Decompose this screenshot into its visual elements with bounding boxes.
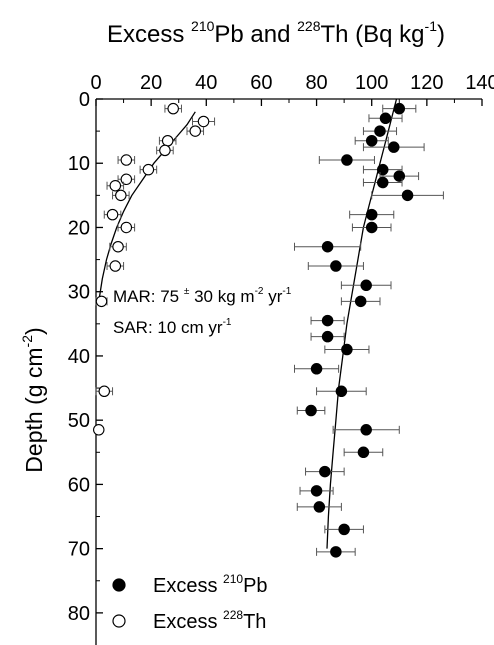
x-tick-label: 100	[355, 72, 388, 94]
data-point-pb210	[388, 141, 400, 153]
y-axis-title-part: Depth (g cm	[21, 347, 47, 472]
fit-curve-series-0	[326, 98, 398, 549]
legend-label: Excess 210Pb	[153, 572, 268, 597]
data-point-th228	[159, 144, 171, 157]
data-point-th228	[189, 125, 202, 137]
data-point-pb210	[374, 125, 386, 137]
y-tick-label: 40	[68, 346, 90, 368]
sar-annotation-part: -1	[223, 317, 232, 328]
legend-label-part: Excess	[153, 611, 223, 633]
y-tick-label: 0	[79, 89, 90, 111]
x-tick-label: 80	[305, 72, 327, 94]
x-axis-title-part: Th (Bq kg	[320, 21, 424, 48]
y-tick-label: 60	[68, 474, 90, 496]
data-point-pb210	[338, 523, 350, 536]
x-axis-title: Excess 210Pb and 228Th (Bq kg-1)	[107, 18, 445, 48]
y-tick-label: 20	[68, 217, 90, 239]
legend-marker-th228	[112, 614, 126, 628]
sar-annotation-part: SAR: 10 cm yr	[113, 318, 223, 337]
data-point-pb210	[313, 501, 326, 513]
data-point-th228	[120, 221, 133, 234]
y-tick-label: 80	[68, 603, 90, 625]
data-point-th228	[167, 102, 179, 115]
data-point-pb210	[330, 260, 342, 272]
data-point-pb210	[341, 154, 353, 166]
data-point-th228	[120, 173, 133, 186]
y-tick-label: 70	[68, 539, 90, 561]
data-point-th228	[197, 115, 210, 128]
sar-annotation: SAR: 10 cm yr-1	[113, 317, 232, 337]
y-axis-title: Depth (g cm-2)	[19, 327, 47, 472]
legend-label-part: Pb	[243, 575, 267, 597]
x-tick-label: 0	[90, 72, 101, 94]
x-tick-label: 140	[465, 72, 494, 94]
data-point-pb210	[341, 343, 353, 356]
data-point-pb210	[321, 314, 334, 327]
data-point-pb210	[321, 330, 334, 343]
data-point-pb210	[330, 546, 342, 558]
data-point-pb210	[310, 363, 323, 375]
data-point-pb210	[365, 208, 378, 221]
data-point-th228	[93, 424, 105, 436]
data-point-pb210	[354, 295, 367, 308]
y-axis-title-part: )	[21, 327, 47, 335]
y-tick-label: 50	[68, 410, 90, 432]
legend-label-part: 210	[223, 572, 243, 586]
data-point-th228	[161, 135, 174, 147]
data-point-pb210	[393, 170, 406, 182]
data-point-pb210	[305, 404, 317, 417]
data-point-pb210	[321, 240, 334, 253]
data-point-pb210	[365, 135, 378, 147]
data-point-pb210	[319, 465, 331, 478]
x-axis-title-part: )	[437, 21, 445, 48]
mar-annotation-part: MAR: 75	[113, 287, 184, 306]
x-axis-title-part: -1	[425, 18, 438, 34]
legend-label-part: Excess	[153, 575, 223, 597]
x-axis-title-part: Excess	[107, 21, 191, 48]
legend-label-part: 228	[223, 608, 243, 622]
data-point-th228	[95, 295, 108, 308]
data-point-pb210	[379, 112, 392, 125]
y-tick-label: 10	[68, 153, 90, 175]
legend-label-part: Th	[243, 611, 266, 633]
mar-annotation-part: yr	[263, 287, 282, 306]
mar-annotation-part: ±	[184, 286, 190, 297]
data-point-th228	[112, 240, 124, 253]
data-point-pb210	[376, 163, 389, 176]
data-point-pb210	[360, 279, 372, 292]
x-tick-label: 20	[140, 72, 162, 94]
data-point-th228	[120, 154, 133, 166]
x-tick-label: 120	[410, 72, 443, 94]
mar-annotation: MAR: 75 ± 30 kg m-2 yr-1	[113, 286, 292, 306]
legend-marker-pb210	[112, 578, 126, 592]
mar-annotation-part: -1	[282, 286, 291, 297]
legend-label: Excess 228Th	[153, 608, 266, 633]
data-point-th228	[98, 385, 111, 398]
x-axis-title-part: 210	[191, 18, 215, 34]
data-point-th228	[106, 208, 119, 221]
data-point-th228	[109, 179, 122, 192]
data-point-pb210	[360, 424, 372, 436]
data-point-pb210	[376, 176, 389, 189]
x-tick-label: 60	[250, 72, 272, 94]
data-point-pb210	[365, 221, 378, 234]
data-point-pb210	[335, 385, 348, 398]
data-point-pb210	[401, 189, 414, 202]
data-point-th228	[115, 189, 127, 202]
mar-annotation-part: 30 kg m	[189, 287, 254, 306]
x-tick-label: 40	[195, 72, 217, 94]
y-axis-title-part: -2	[19, 335, 35, 348]
data-point-th228	[109, 260, 122, 272]
data-point-pb210	[357, 446, 370, 459]
x-axis-title-part: 228	[297, 18, 321, 34]
y-tick-label: 30	[68, 282, 90, 304]
x-axis-title-part: Pb and	[214, 21, 297, 48]
data-point-pb210	[310, 485, 323, 497]
data-point-th228	[142, 163, 155, 176]
mar-annotation-part: -2	[255, 286, 264, 297]
data-point-pb210	[393, 102, 406, 115]
